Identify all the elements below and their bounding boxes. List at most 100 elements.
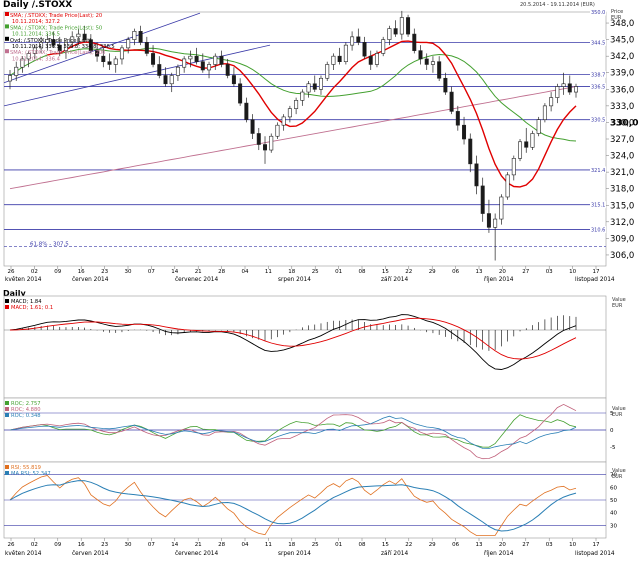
value-label: Value [612,297,626,303]
candle-body [393,28,398,35]
month-label: srpen 2014 [278,277,311,283]
date-axis-label: 23 [101,269,108,275]
candle-body [312,83,317,90]
legend-entry: MACD; 1.61; 0.1 [11,305,53,311]
date-axis-label: 28 [218,269,225,275]
month-label: červenec 2014 [175,550,218,557]
candle-body [207,64,212,71]
candle-body [275,124,280,137]
date-axis-label: 08 [359,269,366,275]
date-axis-label: 21 [195,269,202,275]
date-axis-label: 25 [312,542,319,548]
candle-body [281,116,286,126]
candle-body [138,31,143,43]
level-label: 344.5 [591,40,605,46]
candle-body [337,55,342,62]
legend-entry: SMA; /.STOXX; Trade Price(Last); 20 [10,13,102,19]
legend-entry: RSI; 55.819 [11,465,41,471]
legend-swatch [5,12,9,16]
candle-body [151,53,156,65]
roc-axis-label: -5 [610,445,616,451]
candle-body [356,36,361,43]
level-label: 321.4 [591,168,605,174]
candle-body [101,55,106,62]
candle-body [343,44,348,62]
candle-body [574,86,578,93]
candle-body [175,66,180,76]
legend-entry: MACD; 1.84 [11,299,42,305]
roc-line [9,415,577,449]
date-axis-label: 29 [429,542,436,548]
date-axis-label: 11 [265,269,272,275]
candle-body [169,75,174,85]
candle-body [256,133,261,145]
candle-body [45,39,50,43]
level-label: 315.1 [591,203,605,209]
legend-swatch [5,465,9,469]
candle-body [39,42,44,49]
price-axis-label: 324,0 [610,152,634,162]
price-axis-label: 336,0 [610,85,634,95]
month-label: listopad 2014 [575,551,615,557]
macd-signal-line [9,317,577,360]
legend-entry: ROC; 0.348 [11,413,41,419]
rsi-axis-label: 50 [610,498,617,504]
level-label-bg [590,70,606,78]
date-axis-label: 27 [522,542,529,548]
candle-body [63,42,68,51]
candle-body [119,47,124,60]
date-axis-label: 10 [569,542,576,548]
level-label: 330.5 [591,118,605,124]
price-axis-label: 330,0 [610,118,634,128]
candle-body [144,42,149,54]
candle-body [499,196,504,220]
candle-body [244,102,249,120]
price-axis-label: 333,0 [610,102,634,112]
date-axis-label: 03 [546,542,553,548]
date-axis-label: 28 [218,542,225,548]
candle-body [200,61,205,71]
price-axis-label: 327,0 [610,135,634,145]
candle-body [493,218,498,228]
month-label: září 2014 [381,550,408,557]
current-price-label: 330,0 [610,118,638,128]
level-label-bg [590,166,606,174]
date-axis-label: 27 [522,269,529,275]
candle-body [250,119,255,134]
candle-body [82,33,87,40]
legend-swatch [5,24,9,29]
date-axis-label: 17 [593,542,600,548]
candle-body [418,50,423,60]
candle-body [300,91,305,101]
sma50-line [9,47,577,142]
candle-body [412,33,417,51]
candle-body [26,53,31,60]
macd-panel-frame [3,295,607,399]
level-label-bg [590,226,606,234]
candle-body [480,185,485,214]
candle-body [430,61,435,65]
roc-line [9,414,577,448]
date-axis-label: 06 [452,269,459,275]
date-axis-label: 23 [101,542,108,548]
rsi-line [9,475,577,536]
legend-swatch [5,49,9,54]
candle-body [163,75,168,85]
candle-body [95,50,100,57]
level-label-bg [590,38,606,46]
candle-body [70,36,75,43]
date-axis-label: 02 [31,542,38,548]
legend-entry: SMA; /.STOXX; Trade Price(Last); 50 [10,25,102,31]
currency-label: EUR [611,15,622,21]
date-axis-label: 01 [335,269,342,275]
date-axis-label: 21 [195,542,202,548]
date-axis-label: 26 [8,269,15,275]
date-axis-label: 13 [476,269,483,275]
date-axis-label: 04 [242,542,249,548]
date-axis-label: 30 [125,269,132,275]
roc-line [9,403,577,460]
price-axis-label: 321,0 [610,168,634,178]
sub-title: Daily [3,289,26,298]
month-label: říjen 2014 [484,276,514,283]
candle-body [325,64,330,79]
